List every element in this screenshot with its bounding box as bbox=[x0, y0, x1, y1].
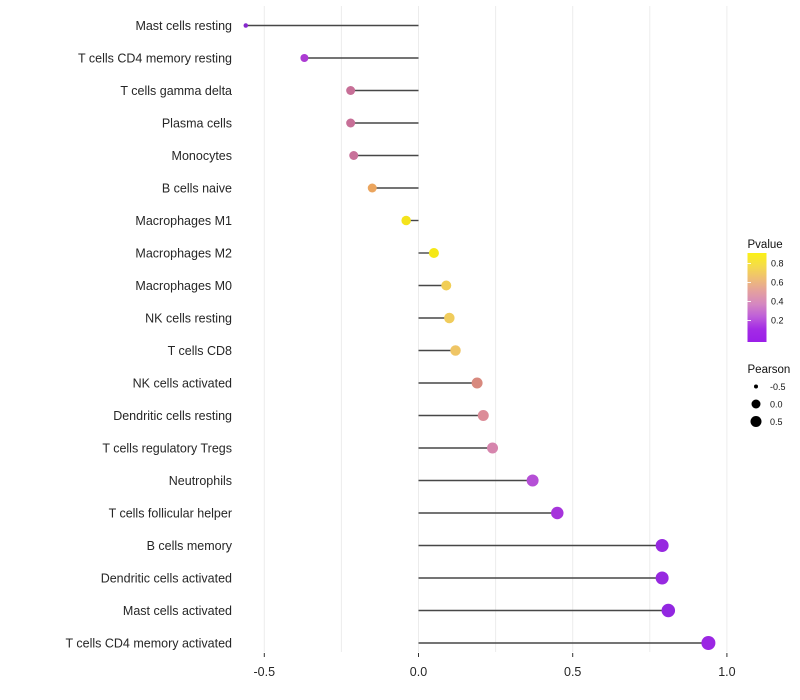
data-point bbox=[526, 474, 539, 487]
pearson-size-dot bbox=[754, 384, 758, 389]
x-tick-label: -0.5 bbox=[254, 665, 276, 679]
category-label: NK cells resting bbox=[145, 312, 232, 326]
pvalue-tick-label: 0.8 bbox=[771, 259, 784, 269]
category-label: T cells follicular helper bbox=[109, 507, 232, 521]
data-point bbox=[444, 312, 455, 324]
data-point bbox=[441, 280, 452, 291]
pearson-size-label: 0.0 bbox=[770, 400, 783, 410]
category-label: B cells memory bbox=[147, 539, 233, 553]
category-label: T cells CD4 memory resting bbox=[78, 52, 232, 66]
x-axis: -0.5 0.0 0.5 1.0 bbox=[254, 653, 736, 679]
pearson-size-label: -0.5 bbox=[770, 382, 786, 392]
pvalue-gradient-bar bbox=[747, 253, 767, 342]
category-label: Mast cells activated bbox=[123, 604, 232, 618]
pvalue-tick-label: 0.2 bbox=[771, 316, 784, 326]
category-label: Dendritic cells resting bbox=[113, 409, 232, 423]
x-tick-label: 0.0 bbox=[410, 665, 427, 679]
data-point bbox=[477, 410, 489, 421]
pvalue-tick-label: 0.4 bbox=[771, 297, 784, 307]
pearson-size-label: 0.5 bbox=[770, 417, 783, 427]
gridlines bbox=[263, 6, 728, 652]
data-point bbox=[487, 442, 499, 454]
data-point bbox=[346, 86, 356, 95]
pvalue-legend-title: Pvalue bbox=[748, 239, 783, 251]
data-point bbox=[661, 603, 676, 618]
data-point bbox=[401, 215, 411, 226]
data-point bbox=[367, 183, 377, 193]
data-point bbox=[450, 345, 461, 356]
category-label: T cells CD4 memory activated bbox=[66, 637, 233, 651]
data-point bbox=[428, 248, 439, 258]
data-point bbox=[349, 151, 359, 160]
pearson-size-dot bbox=[750, 416, 762, 427]
data-point bbox=[243, 23, 249, 28]
category-label: B cells naive bbox=[162, 182, 232, 196]
category-label: T cells regulatory Tregs bbox=[102, 442, 232, 456]
category-label: T cells gamma delta bbox=[120, 84, 232, 98]
data-point bbox=[471, 377, 483, 389]
legend: Pvalue 0.8 0.6 0.4 0.2 Pearson -0.5 0.0 0.5 bbox=[747, 239, 791, 427]
category-label: Mast cells resting bbox=[135, 19, 232, 33]
lollipop-sticks bbox=[245, 24, 709, 644]
pearson-legend-title: Pearson bbox=[748, 364, 791, 376]
category-label: Macrophages M0 bbox=[135, 279, 232, 293]
data-point bbox=[655, 571, 669, 585]
pearson-size-dot bbox=[751, 399, 761, 409]
category-label: Plasma cells bbox=[162, 117, 232, 131]
lollipop-dots bbox=[243, 23, 716, 650]
category-label: Macrophages M1 bbox=[135, 214, 232, 228]
category-label: Dendritic cells activated bbox=[101, 572, 232, 586]
data-point bbox=[300, 54, 309, 62]
category-label: Macrophages M2 bbox=[135, 247, 232, 261]
data-point bbox=[701, 636, 716, 650]
data-point bbox=[551, 506, 564, 520]
pvalue-tick-label: 0.6 bbox=[771, 278, 784, 288]
category-label: NK cells activated bbox=[133, 377, 232, 391]
x-tick-label: 1.0 bbox=[718, 665, 735, 679]
data-point bbox=[346, 118, 356, 128]
category-label: Monocytes bbox=[172, 149, 232, 163]
category-label: Neutrophils bbox=[169, 474, 232, 488]
y-axis-labels: Mast cells resting T cells CD4 memory res… bbox=[66, 19, 233, 651]
data-point bbox=[655, 539, 669, 552]
x-tick-label: 0.5 bbox=[564, 665, 581, 679]
category-label: T cells CD8 bbox=[168, 344, 232, 358]
